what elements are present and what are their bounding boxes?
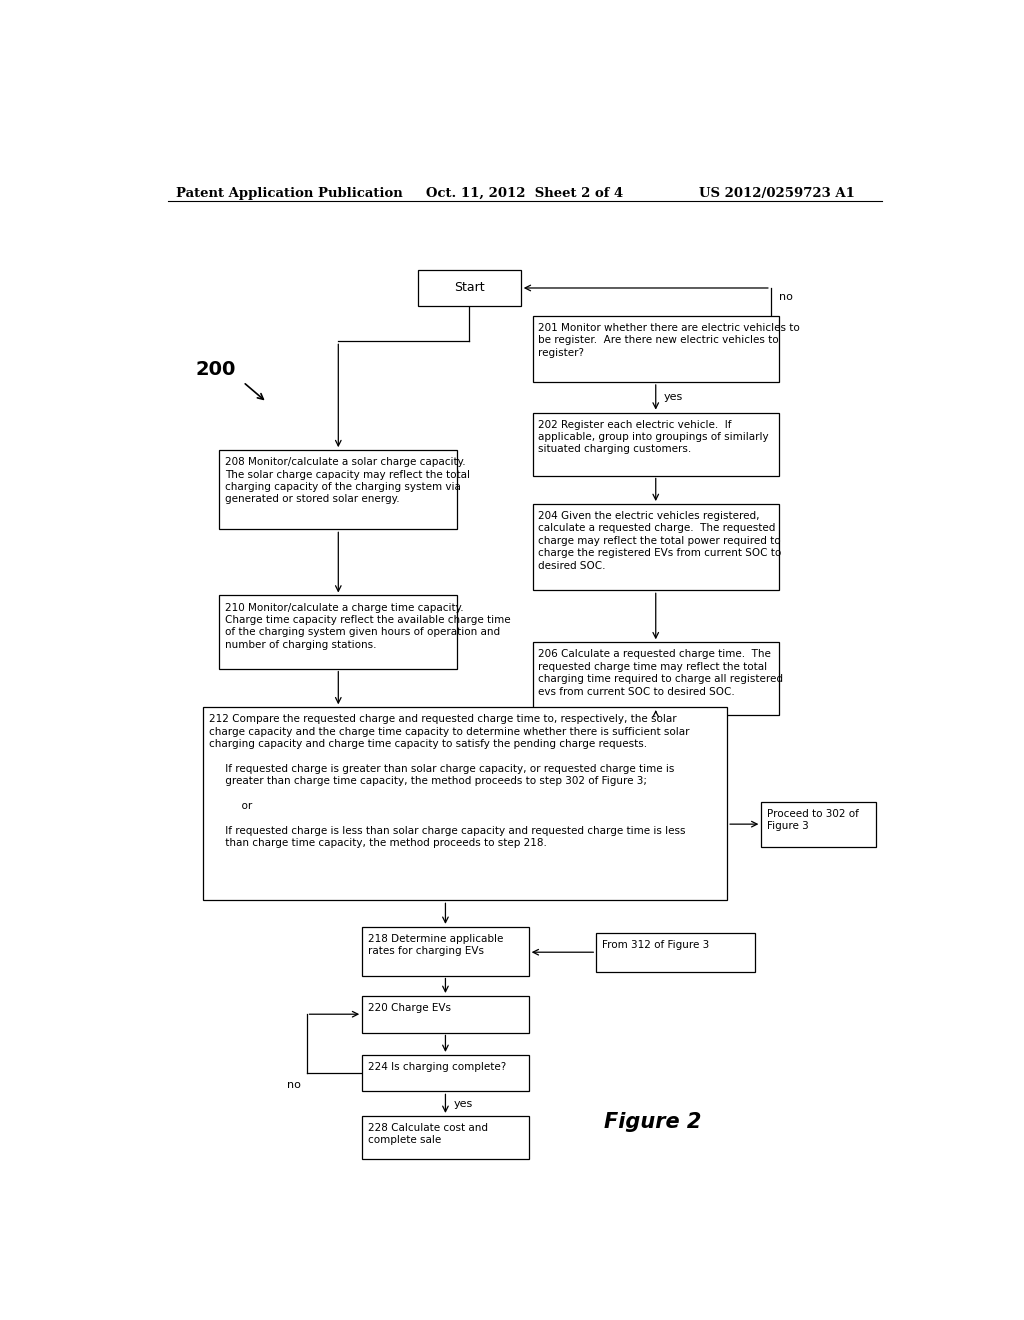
FancyBboxPatch shape xyxy=(532,504,779,590)
FancyBboxPatch shape xyxy=(362,1055,528,1092)
FancyBboxPatch shape xyxy=(362,995,528,1032)
FancyBboxPatch shape xyxy=(418,271,521,306)
FancyBboxPatch shape xyxy=(362,1115,528,1159)
FancyBboxPatch shape xyxy=(532,315,779,381)
Text: 220 Charge EVs: 220 Charge EVs xyxy=(368,1003,451,1012)
FancyBboxPatch shape xyxy=(761,801,877,846)
Text: Proceed to 302 of
Figure 3: Proceed to 302 of Figure 3 xyxy=(767,809,859,832)
Text: 218 Determine applicable
rates for charging EVs: 218 Determine applicable rates for charg… xyxy=(368,935,503,956)
Text: Start: Start xyxy=(454,281,484,294)
Text: 204 Given the electric vehicles registered,
calculate a requested charge.  The r: 204 Given the electric vehicles register… xyxy=(539,511,781,570)
Text: From 312 of Figure 3: From 312 of Figure 3 xyxy=(602,940,709,950)
FancyBboxPatch shape xyxy=(362,927,528,975)
Text: 212 Compare the requested charge and requested charge time to, respectively, the: 212 Compare the requested charge and req… xyxy=(209,714,689,849)
Text: 210 Monitor/calculate a charge time capacity.
Charge time capacity reflect the a: 210 Monitor/calculate a charge time capa… xyxy=(225,602,510,649)
Text: 202 Register each electric vehicle.  If
applicable, group into groupings of simi: 202 Register each electric vehicle. If a… xyxy=(539,420,769,454)
Text: 200: 200 xyxy=(196,360,236,379)
Text: 201 Monitor whether there are electric vehicles to
be register.  Are there new e: 201 Monitor whether there are electric v… xyxy=(539,323,800,358)
FancyBboxPatch shape xyxy=(532,643,779,715)
FancyBboxPatch shape xyxy=(596,933,755,972)
Text: 228 Calculate cost and
complete sale: 228 Calculate cost and complete sale xyxy=(368,1123,487,1146)
FancyBboxPatch shape xyxy=(532,412,779,475)
Text: 224 Is charging complete?: 224 Is charging complete? xyxy=(368,1063,506,1072)
Text: Figure 2: Figure 2 xyxy=(604,1111,701,1133)
Text: 208 Monitor/calculate a solar charge capacity.
The solar charge capacity may ref: 208 Monitor/calculate a solar charge cap… xyxy=(225,457,470,504)
Text: no: no xyxy=(779,292,793,302)
Text: 206 Calculate a requested charge time.  The
requested charge time may reflect th: 206 Calculate a requested charge time. T… xyxy=(539,649,783,697)
FancyBboxPatch shape xyxy=(204,708,727,900)
FancyBboxPatch shape xyxy=(219,595,458,669)
Text: yes: yes xyxy=(664,392,683,403)
Text: US 2012/0259723 A1: US 2012/0259723 A1 xyxy=(699,187,855,199)
Text: no: no xyxy=(287,1080,301,1090)
Text: yes: yes xyxy=(454,1098,473,1109)
Text: Oct. 11, 2012  Sheet 2 of 4: Oct. 11, 2012 Sheet 2 of 4 xyxy=(426,187,623,199)
Text: Patent Application Publication: Patent Application Publication xyxy=(176,187,402,199)
FancyBboxPatch shape xyxy=(219,450,458,529)
